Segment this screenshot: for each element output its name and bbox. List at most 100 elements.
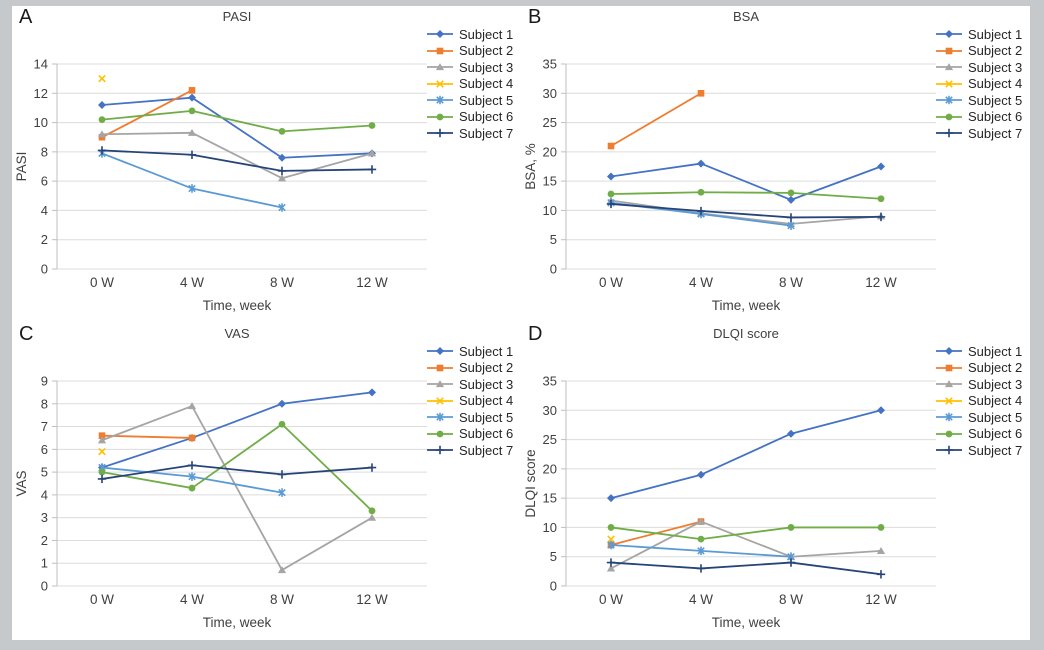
asterisk-legend-marker-icon	[427, 95, 453, 105]
square-legend-marker-icon	[936, 364, 962, 372]
svg-text:0 W: 0 W	[599, 592, 623, 607]
legend-item: Subject 5	[426, 93, 513, 108]
svg-text:4 W: 4 W	[689, 592, 713, 607]
legend-label: Subject 4	[459, 393, 514, 409]
svg-text:8 W: 8 W	[779, 592, 803, 607]
chart-title-vas: VAS	[224, 326, 250, 341]
svg-text:5: 5	[550, 549, 557, 564]
svg-text:4: 4	[41, 203, 48, 218]
line-chart-pasi: 0 2 4 6 8 10 12 14 0 W 4 W 8 W 12 W Time, week PASI	[14, 57, 427, 313]
legend-label: Subject 1	[459, 26, 514, 42]
legend-label: Subject 1	[968, 343, 1023, 359]
legend-label: Subject 6	[459, 426, 514, 442]
svg-text:12 W: 12 W	[356, 275, 388, 290]
svg-text:8: 8	[41, 396, 48, 411]
svg-text:0 W: 0 W	[90, 275, 114, 290]
legend-bsa: Subject 1 Subject 2 Subject 3 Subject 4 Subj…	[935, 27, 1022, 141]
svg-text:30: 30	[543, 86, 557, 101]
svg-text:30: 30	[543, 403, 557, 418]
svg-text:8: 8	[41, 144, 48, 159]
legend-label: Subject 4	[968, 76, 1023, 92]
legend-item: Subject 2	[935, 43, 1023, 59]
legend-item: Subject 1	[426, 27, 513, 42]
chart-title-dlqi: DLQI score	[713, 326, 779, 341]
svg-text:0: 0	[41, 579, 48, 594]
svg-text:Time, week: Time, week	[712, 615, 781, 630]
legend-item: Subject 1	[426, 344, 513, 359]
svg-text:PASI: PASI	[14, 152, 29, 182]
svg-text:25: 25	[543, 115, 557, 130]
legend-item: Subject 2	[426, 43, 513, 58]
legend-item: Subject 4	[426, 393, 514, 409]
svg-text:BSA, %: BSA, %	[523, 143, 538, 190]
svg-text:1: 1	[41, 556, 48, 571]
legend-vas: Subject 1 Subject 2 Subject 3 Subject 4 Subj…	[426, 344, 513, 458]
svg-text:DLQI score: DLQI score	[523, 449, 538, 517]
x-legend-marker-icon	[427, 396, 453, 405]
legend-item: Subject 1	[935, 27, 1022, 42]
square-legend-marker-icon	[427, 364, 453, 372]
x-legend-marker-icon	[936, 396, 962, 405]
legend-label: Subject 6	[459, 109, 514, 125]
svg-text:10: 10	[543, 520, 557, 535]
legend-label: Subject 1	[968, 26, 1023, 42]
x-legend-marker-icon	[936, 79, 962, 88]
svg-text:2: 2	[41, 533, 48, 548]
svg-text:5: 5	[550, 232, 557, 247]
svg-text:25: 25	[543, 432, 557, 447]
legend-pasi: Subject 1 Subject 2 Subject 3 Subject 4 Subj…	[426, 27, 513, 141]
svg-text:8 W: 8 W	[270, 275, 294, 290]
legend-label: Subject 7	[968, 125, 1023, 141]
svg-text:4 W: 4 W	[180, 275, 204, 290]
svg-text:Time, week: Time, week	[203, 298, 272, 313]
svg-text:3: 3	[41, 510, 48, 525]
svg-text:8 W: 8 W	[779, 275, 803, 290]
legend-item: Subject 4	[426, 76, 513, 91]
legend-label: Subject 7	[968, 442, 1023, 458]
svg-text:VAS: VAS	[14, 470, 29, 496]
legend-label: Subject 5	[459, 92, 514, 108]
circle-legend-marker-icon	[936, 430, 962, 438]
legend-item: Subject 3	[935, 377, 1022, 392]
svg-text:10: 10	[543, 203, 557, 218]
legend-label: Subject 6	[968, 109, 1023, 125]
asterisk-legend-marker-icon	[427, 412, 453, 422]
triangle-legend-marker-icon	[936, 63, 962, 71]
chart-title-pasi: PASI	[222, 9, 252, 24]
legend-label: Subject 3	[459, 376, 514, 392]
legend-item: Subject 5	[935, 410, 1022, 425]
svg-text:0: 0	[550, 579, 557, 594]
legend-label: Subject 4	[968, 393, 1023, 409]
svg-text:10: 10	[34, 115, 48, 130]
legend-label: Subject 1	[459, 343, 514, 359]
legend-label: Subject 3	[459, 59, 514, 75]
legend-item: Subject 2	[935, 360, 1022, 375]
svg-text:7: 7	[41, 419, 48, 434]
chart-title-bsa: BSA	[732, 9, 759, 24]
legend-label: Subject 7	[459, 125, 514, 141]
legend-label: Subject 2	[968, 43, 1023, 59]
triangle-legend-marker-icon	[936, 380, 962, 388]
triangle-legend-marker-icon	[427, 63, 453, 71]
x-legend-marker-icon	[427, 79, 453, 88]
legend-item: Subject 2	[426, 360, 513, 375]
svg-text:Time, week: Time, week	[712, 298, 781, 313]
panel-letter-a: A	[19, 6, 33, 28]
panel-letter-b: B	[528, 6, 542, 28]
svg-text:20: 20	[543, 461, 557, 476]
svg-text:6: 6	[41, 174, 48, 189]
legend-item: Subject 6	[935, 426, 1022, 441]
svg-text:12 W: 12 W	[865, 592, 897, 607]
plus-legend-marker-icon	[936, 129, 962, 138]
plus-legend-marker-icon	[936, 446, 962, 455]
legend-item: Subject 3	[426, 60, 513, 75]
svg-text:35: 35	[543, 57, 557, 72]
legend-item: Subject 7	[426, 443, 513, 458]
legend-item: Subject 6	[935, 109, 1023, 125]
asterisk-legend-marker-icon	[936, 412, 962, 422]
panel-pasi: 0 2 4 6 8 10 12 14 0 W 4 W 8 W 12 W Time, week PASI A…	[12, 6, 521, 323]
square-legend-marker-icon	[936, 47, 962, 55]
svg-text:8 W: 8 W	[270, 592, 294, 607]
